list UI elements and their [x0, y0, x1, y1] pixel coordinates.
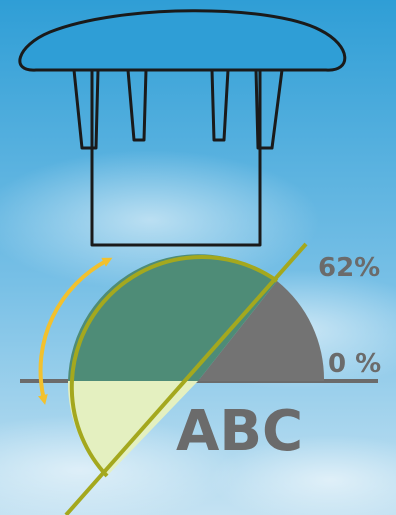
plug-cap-icon	[18, 9, 347, 247]
logo-text: ABC	[176, 399, 303, 464]
diagonal-line	[64, 242, 308, 515]
plug-shaft	[90, 70, 262, 247]
plug-prong-right	[254, 69, 284, 150]
curved-double-arrow-icon	[37, 257, 113, 405]
label-top-percent: 62%	[318, 253, 380, 283]
plug-prong-inner-left	[126, 69, 148, 142]
gray-quarter-sector	[198, 281, 325, 381]
plug-prong-left	[72, 69, 100, 150]
plug-prong-inner-right	[210, 69, 230, 142]
label-zero-percent: 0 %	[328, 349, 381, 379]
plug-head	[18, 9, 347, 72]
